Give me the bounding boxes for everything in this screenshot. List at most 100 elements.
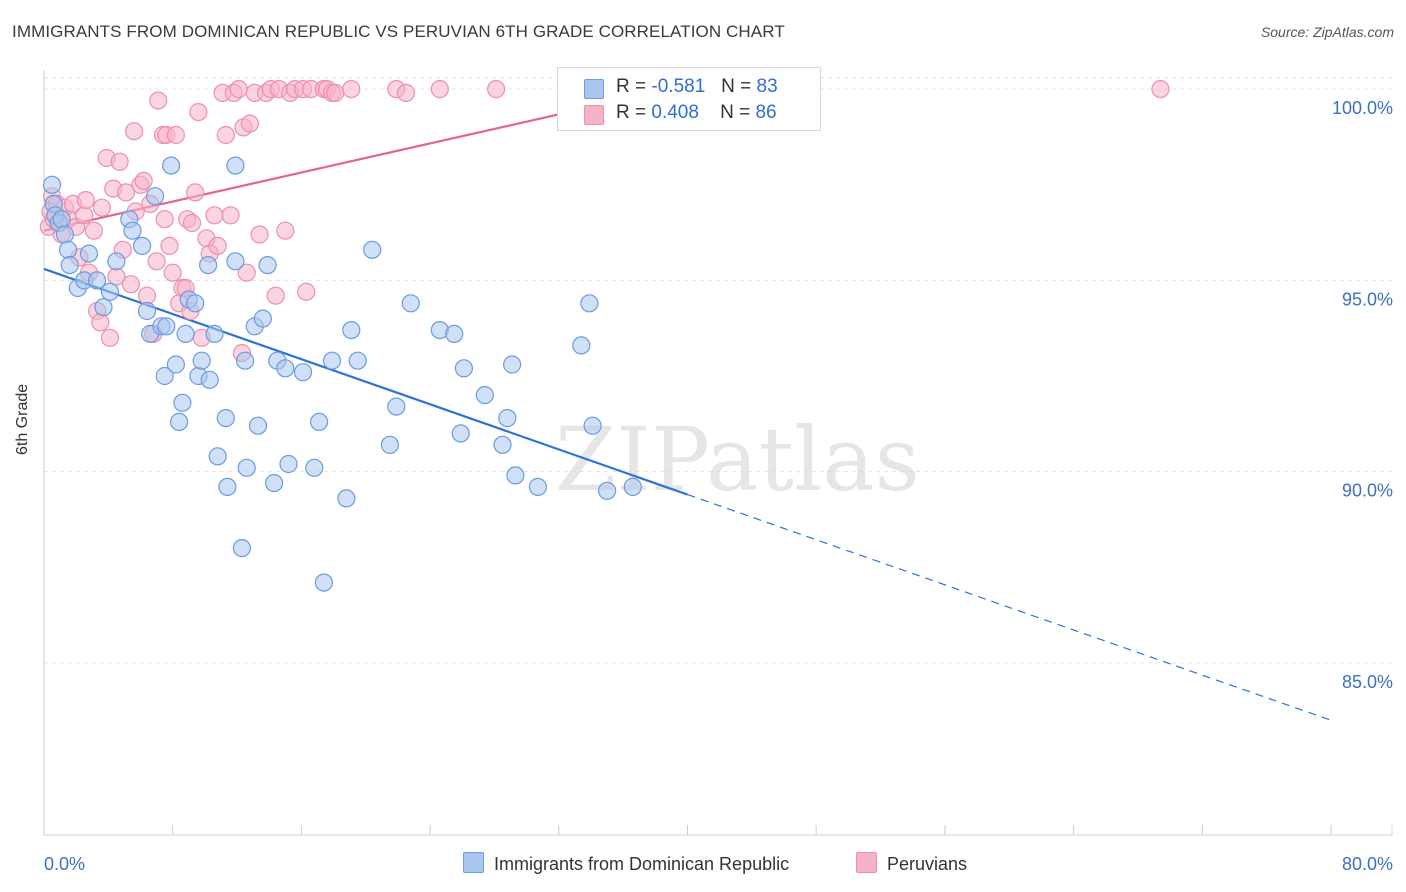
point-dominican <box>87 271 107 290</box>
point-peruvian <box>240 114 259 133</box>
point-dominican <box>293 363 313 382</box>
point-peruvian <box>76 191 95 210</box>
point-dominican <box>572 336 591 355</box>
point-dominican <box>236 351 255 370</box>
point-dominican <box>145 187 165 206</box>
point-dominican <box>170 412 189 431</box>
point-peruvian <box>208 236 227 255</box>
y-tick-label: 100.0% <box>1332 98 1393 118</box>
point-peruvian <box>160 236 179 255</box>
n-value-pink: 86 <box>755 102 777 123</box>
point-dominican <box>199 256 218 275</box>
point-dominican <box>216 409 235 428</box>
point-dominican <box>310 412 329 431</box>
point-peruvian <box>100 328 120 347</box>
point-dominican <box>58 240 78 259</box>
point-dominican <box>162 156 181 175</box>
chart-title: IMMIGRANTS FROM DOMINICAN REPUBLIC VS PE… <box>12 22 785 41</box>
point-dominican <box>279 454 298 474</box>
source-label: Source: ZipAtlas.com <box>1260 24 1394 40</box>
point-dominican <box>380 435 399 454</box>
point-dominican <box>79 244 99 263</box>
legend-label-peruvians: Peruvians <box>887 854 968 874</box>
x-tick-label: 80.0% <box>1342 854 1393 874</box>
y-axis-label: 6th Grade <box>14 383 31 455</box>
point-peruvian <box>216 125 235 145</box>
r-label: R = <box>616 102 647 123</box>
x-tick-label: 0.0% <box>44 854 85 874</box>
y-tick-label: 85.0% <box>1342 672 1393 692</box>
point-peruvian <box>92 198 112 217</box>
data-points <box>39 79 1170 592</box>
point-dominican <box>583 416 602 435</box>
point-peruvian <box>487 79 506 99</box>
point-peruvian <box>221 206 240 225</box>
point-dominican <box>445 324 464 343</box>
point-dominican <box>60 256 79 275</box>
point-peruvian <box>137 286 157 305</box>
point-dominican <box>493 435 512 454</box>
point-dominican <box>208 447 227 466</box>
point-dominican <box>192 351 211 370</box>
point-dominican <box>276 359 295 378</box>
point-peruvian <box>237 263 256 282</box>
point-peruvian <box>342 79 361 99</box>
point-peruvian <box>75 206 94 225</box>
point-dominican <box>506 466 525 485</box>
point-dominican <box>107 252 126 271</box>
point-dominican <box>133 236 152 255</box>
trend-line-dominican-projection <box>687 494 1332 721</box>
point-dominican <box>94 298 113 317</box>
point-dominican <box>265 474 284 493</box>
point-dominican <box>363 240 382 259</box>
point-dominican <box>337 489 356 508</box>
point-peruvian <box>430 79 449 99</box>
point-dominican <box>305 458 324 477</box>
point-dominican <box>166 355 185 374</box>
point-dominican <box>248 416 268 435</box>
point-dominican <box>237 458 256 477</box>
legend-item-dominican[interactable]: Immigrants from Dominican Republic <box>463 852 789 875</box>
point-dominican <box>226 252 245 271</box>
point-dominican <box>200 370 219 389</box>
point-dominican <box>176 324 195 343</box>
point-dominican <box>205 324 224 343</box>
n-label: N = <box>720 102 751 123</box>
point-dominican <box>502 355 522 374</box>
point-dominican <box>401 294 420 313</box>
point-peruvian <box>147 252 166 271</box>
point-peruvian <box>116 183 136 202</box>
point-dominican <box>597 481 617 500</box>
point-dominican <box>123 221 142 240</box>
point-dominican <box>387 397 406 416</box>
trend-lines <box>43 84 1332 721</box>
point-peruvian <box>163 263 182 282</box>
point-dominican <box>155 366 174 386</box>
point-peruvian <box>91 313 110 332</box>
point-dominican <box>475 386 494 405</box>
point-dominican <box>580 294 599 313</box>
y-tick-label: 95.0% <box>1342 289 1393 309</box>
point-dominican <box>528 477 548 496</box>
correlation-legend: R = -0.581 N = 83 R = 0.408 N = 86 <box>557 67 821 131</box>
point-dominican <box>322 351 342 370</box>
point-dominican <box>342 321 361 340</box>
point-dominican <box>258 256 277 275</box>
point-dominican <box>232 538 251 558</box>
r-value-pink: 0.408 <box>651 102 699 123</box>
y-tick-label: 90.0% <box>1342 481 1393 501</box>
legend-swatch-dominican <box>463 852 484 873</box>
point-dominican <box>454 359 473 378</box>
point-peruvian <box>189 102 208 122</box>
legend-item-peruvians[interactable]: Peruvians <box>856 852 967 875</box>
point-peruvian <box>121 275 140 294</box>
point-peruvian <box>186 183 205 202</box>
legend-swatch-pink <box>584 105 604 125</box>
point-dominican <box>226 156 245 175</box>
point-dominican <box>253 309 272 328</box>
point-dominican <box>157 317 176 336</box>
legend-label-dominican: Immigrants from Dominican Republic <box>494 854 790 874</box>
n-value-blue: 83 <box>756 76 778 97</box>
point-dominican <box>186 294 205 313</box>
